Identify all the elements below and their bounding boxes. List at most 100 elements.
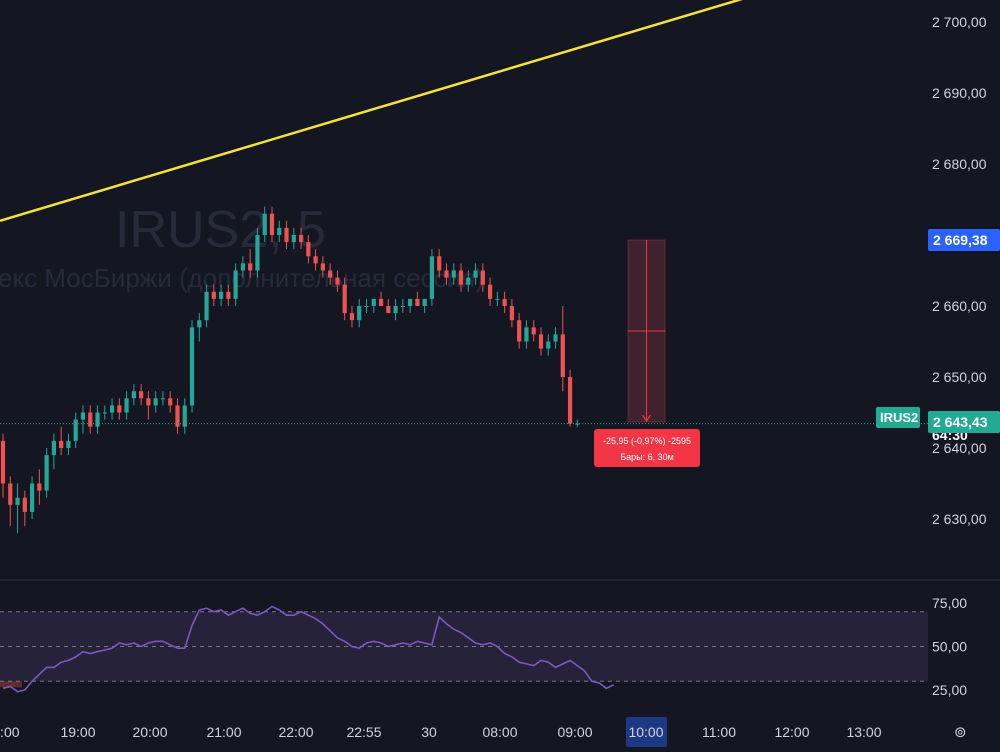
time-tick-label: 18:00 [0,724,20,740]
measure-tooltip-line2: Бары: 6, 30м [620,452,674,462]
price-pane[interactable] [0,0,928,534]
time-tick-label: 11:00 [702,724,736,740]
candle-body [531,327,536,335]
candle-body [320,263,325,271]
price-tick-label: 2 660,00 [932,298,987,314]
candle-body [400,306,405,307]
time-tick-label: 22:00 [278,724,313,740]
candle-body [226,291,231,299]
time-tick-label: 10:00 [628,724,663,740]
candle-body [437,256,442,271]
symbol-tag-text: IRUS2 [880,410,918,425]
candle-body [197,320,202,328]
candle-body [102,412,107,414]
candle-body [458,270,464,285]
candle-body [364,306,369,307]
candle-body [429,256,435,299]
candle-body [451,270,456,278]
time-tick-label: 13:00 [846,724,881,740]
price-axis[interactable]: 2 700,00 2 690,00 2 680,00 2 660,00 2 650,00… [932,14,987,527]
price-tick-label: 2 630,00 [932,511,987,527]
candle-body [0,440,6,484]
current-price-tags: IRUS2 64:30 2 643,43 [876,407,1000,443]
watermark-symbol: IRUS2, 5 [115,201,326,259]
candle-body [553,334,558,342]
candle-body [444,270,449,278]
candle-body [378,298,384,306]
time-tick-label: 09:00 [557,724,592,740]
candle-body [59,440,64,448]
candle-body [386,306,391,314]
candle-body [37,483,42,491]
rsi-oversold-fill [0,681,22,688]
candle-body [80,412,86,420]
current-price-tag [928,411,1000,433]
candle-body [160,398,166,400]
time-tick-label: 21:00 [206,724,241,740]
candle-body [517,320,522,342]
candle-body [139,391,144,399]
rsi-line[interactable] [2,605,615,693]
candle-body [546,341,551,349]
time-tick-label: 19:00 [60,724,95,740]
time-highlight [626,717,667,747]
price-tick-label: 2 700,00 [932,14,987,30]
crosshair-price-tag [928,229,1000,251]
candle-body [335,277,340,285]
candle-body [131,391,136,399]
rsi-pane[interactable] [0,605,928,693]
symbol-tag [876,407,920,428]
rsi-tick-label: 75,00 [932,595,967,611]
candle-body [88,412,93,427]
candle-body [44,455,49,491]
candle-body [408,298,413,306]
candle-body [219,291,224,299]
candle-body [153,398,158,406]
candle-body [342,284,347,314]
candle-body [480,270,485,285]
candle-body [524,327,529,342]
measure-tool[interactable]: -25,95 (-0,97%) -2595 Бары: 6, 30м [594,239,700,467]
candle-body [567,377,573,424]
candle-body [393,306,398,314]
candle-body [146,398,151,406]
measure-arrow-icon [642,414,651,423]
candle-body [509,306,514,321]
candle-body [357,306,362,321]
candle-body [22,497,27,512]
candle-body [168,398,173,406]
time-tick-label: 22:55 [346,724,381,740]
time-tick-label: 12:00 [774,724,809,740]
candle-body [248,263,253,271]
candle-body [495,298,500,300]
rsi-tick-label: 25,00 [932,682,967,698]
candle-body [422,298,427,306]
crosshair-price-text: 2 669,38 [933,232,988,248]
candle-body [66,440,71,448]
candle-body [182,405,187,427]
candle-body [328,270,333,278]
time-axis[interactable]: 18:00 19:00 20:00 21:00 22:00 22:55 30 08:00 09:… [0,717,882,747]
candle-body [473,270,478,278]
candle-body [29,483,35,512]
candle-body [313,256,318,264]
measure-tooltip [594,429,700,467]
settings-icon[interactable]: ⊚ [954,723,967,741]
candle-body [8,483,13,505]
time-tick-label: 08:00 [482,724,517,740]
candle-body [269,213,275,235]
candle-body [109,405,115,413]
candle-body [306,242,311,257]
candle-body [211,291,216,299]
measure-tooltip-line1: -25,95 (-0,97%) -2595 [603,436,691,446]
candle-body [15,497,20,505]
candle-body [233,270,238,299]
price-tick-label: 2 650,00 [932,369,987,385]
rsi-axis[interactable]: 75,00 50,00 25,00 [932,595,967,698]
candle-body [255,235,260,271]
candle-body [51,440,56,456]
candle-body [240,263,246,271]
trendline[interactable] [0,0,760,222]
candle-body [189,327,195,406]
